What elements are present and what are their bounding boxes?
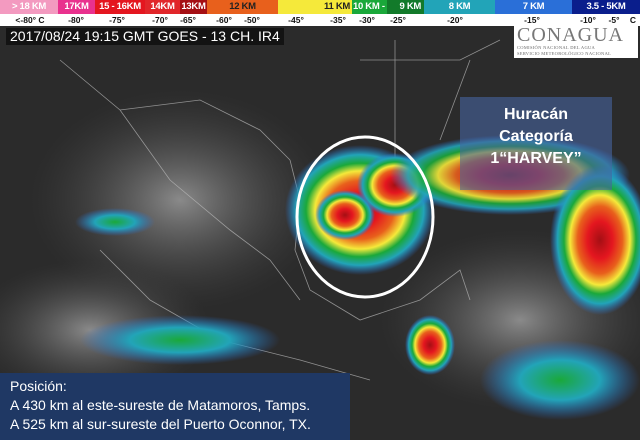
legend-band: 14KM [145,0,180,14]
logo-line2: SERVICIO METEOROLÓGICO NACIONAL [517,51,612,56]
temp-label: -65° [180,15,196,25]
legend-band: 7 KM [495,0,572,14]
temp-label: -70° [152,15,168,25]
position-line2: A 525 km al sur-sureste del Puerto Oconn… [10,416,311,432]
temp-label: -25° [390,15,406,25]
temp-label: -35° [330,15,346,25]
hurricane-circle [295,135,435,299]
legend-band: 10 KM - [352,0,387,14]
legend-band: 11 KM [278,0,352,14]
temp-label: -30° [359,15,375,25]
temp-label: C [629,15,637,25]
cloud-band [75,208,155,236]
temp-label: -5° [608,15,620,25]
legend-band: 3.5 - 5KM [572,0,640,14]
legend-band: 17KM [58,0,95,14]
logo-line1: COMISIÓN NACIONAL DEL AGUA [517,45,596,50]
temp-label: -45° [288,15,304,25]
hurricane-label-line1: Huracán [503,106,569,123]
temperature-scale: <-80° C -80° -75° -70° -65° -60° -50° -4… [0,14,640,26]
legend-band: 13KM [180,0,207,14]
cloud-band [80,315,280,365]
hurricane-label-line2: Categoría [499,128,573,145]
temp-label: -75° [109,15,125,25]
legend-band: 15 - 16KM [95,0,145,14]
temp-label: -60° [216,15,232,25]
legend-band: 9 KM [387,0,424,14]
satellite-image [0,26,640,440]
hurricane-core [315,190,375,240]
image-timestamp: 2017/08/24 19:15 GMT GOES - 13 CH. IR4 [6,28,284,45]
temp-label: -50° [244,15,260,25]
position-title: Posición: [10,378,67,394]
conagua-logo: CONAGUA COMISIÓN NACIONAL DEL AGUA SERVI… [514,26,638,58]
cloud-band [480,340,640,420]
legend-band: > 18 KM [0,0,58,14]
logo-name: CONAGUA [517,26,624,46]
altitude-color-legend: > 18 KM 17KM 15 - 16KM 14KM 13KM 12 KM 1… [0,0,640,14]
hurricane-label: Huracán Categoría 1“HARVEY” [460,97,612,190]
temp-label: <-80° C [15,15,45,25]
legend-band: 8 KM [424,0,495,14]
cloud-band [550,165,640,315]
hurricane-label-line3: 1“HARVEY” [490,150,582,167]
temp-label: -15° [524,15,540,25]
cloud-band [405,315,455,375]
temp-label: -10° [580,15,596,25]
position-line1: A 430 km al este-sureste de Matamoros, T… [10,397,311,413]
position-box: Posición: A 430 km al este-sureste de Ma… [0,373,350,440]
temp-label: -20° [447,15,463,25]
temp-label: -80° [68,15,84,25]
legend-band: 12 KM [207,0,278,14]
